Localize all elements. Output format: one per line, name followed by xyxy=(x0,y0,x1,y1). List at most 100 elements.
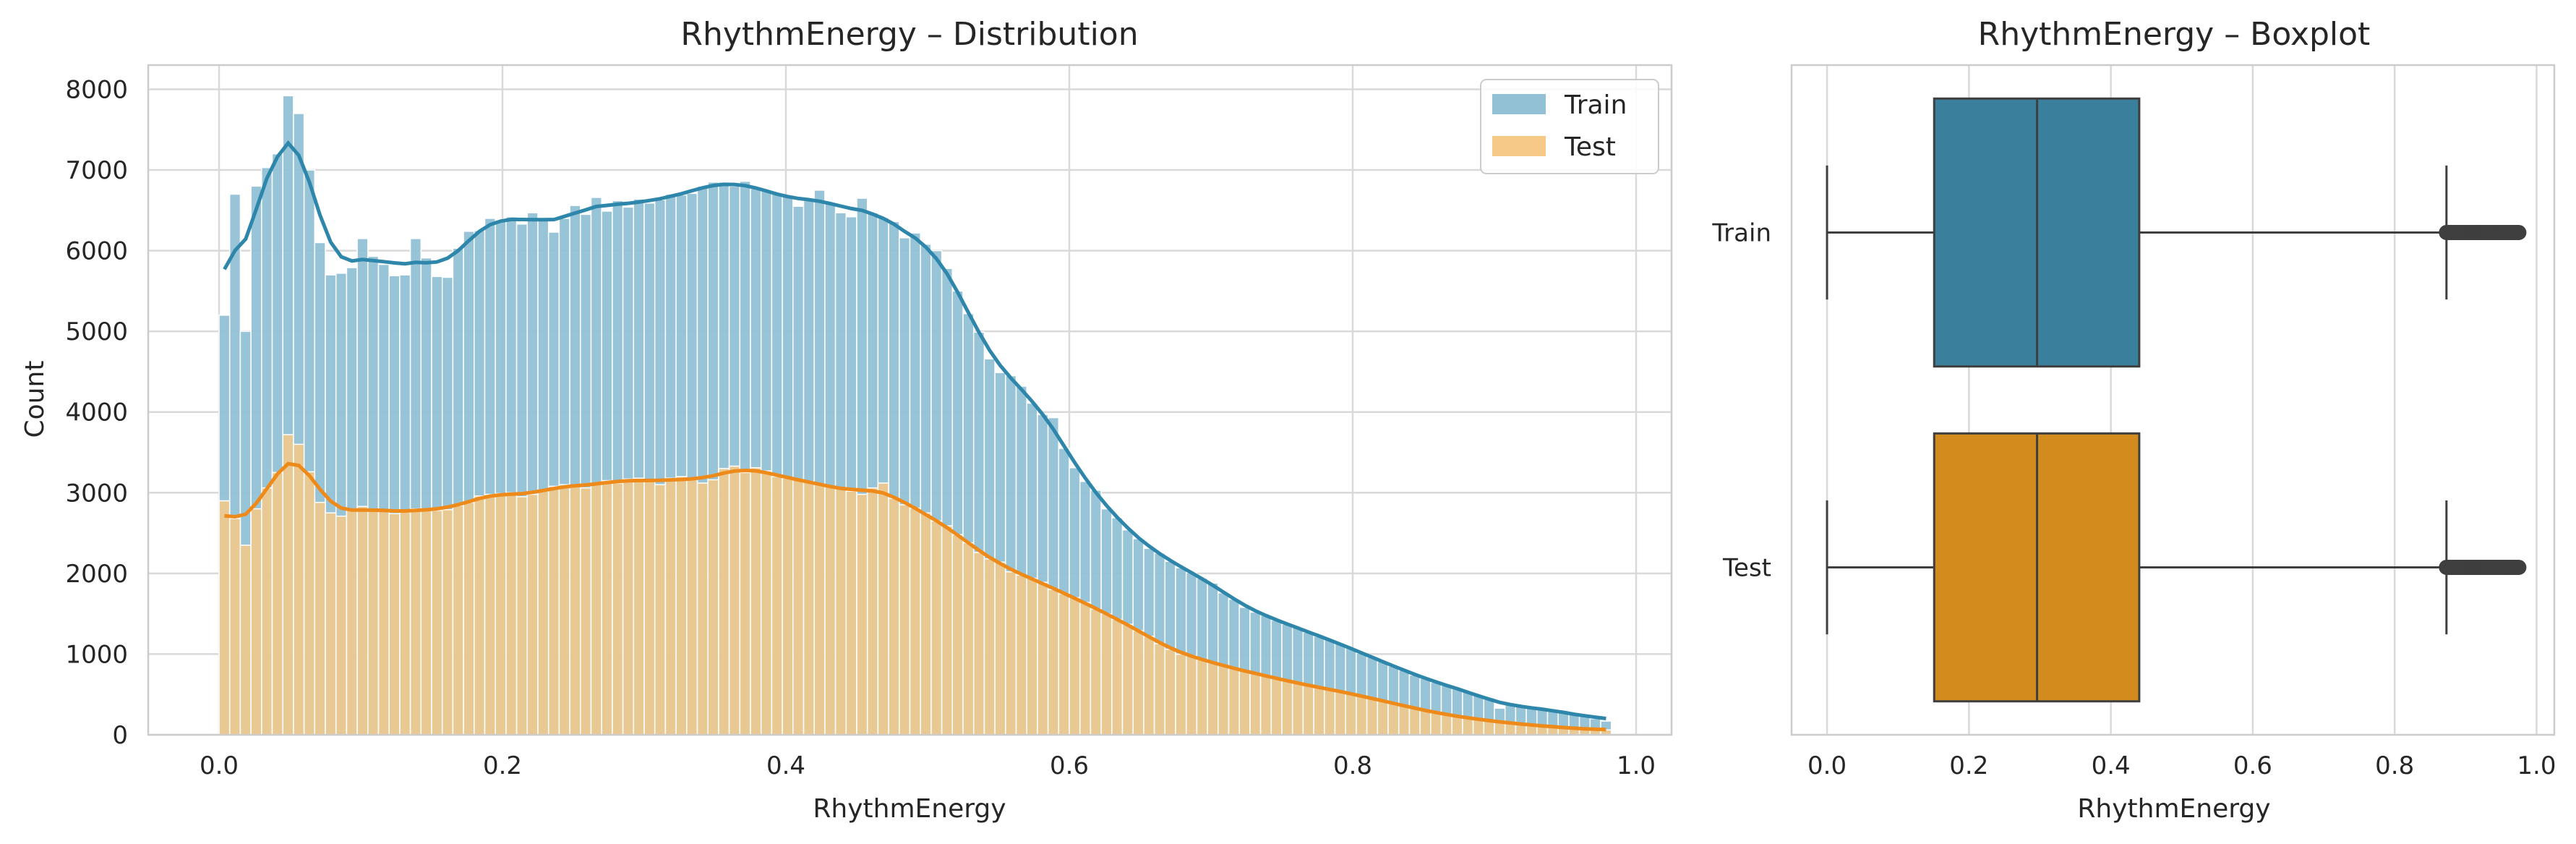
histogram-bar-test xyxy=(612,482,624,736)
histogram-bar-test xyxy=(335,515,348,736)
histogram-bar-test xyxy=(834,487,847,736)
boxplot-outliers-train xyxy=(2439,225,2527,240)
histogram-bar-test xyxy=(1451,715,1463,736)
histogram-bar-test xyxy=(1185,655,1198,736)
histogram-bar-test xyxy=(367,508,380,736)
histogram-bar-test xyxy=(909,507,921,736)
histogram-x-tick-label: 1.0 xyxy=(1617,751,1656,780)
histogram-bar-test xyxy=(696,482,709,736)
histogram-bar-test xyxy=(856,493,868,736)
histogram-bar-test xyxy=(547,485,560,736)
histogram-bar-test xyxy=(420,508,432,736)
histogram-bar-test xyxy=(664,477,677,736)
histogram-bar-test xyxy=(972,552,985,736)
legend-swatch-train xyxy=(1492,94,1546,114)
histogram-bar-test xyxy=(718,468,730,736)
histogram-bar-test xyxy=(1069,597,1081,736)
histogram-bar-test xyxy=(739,472,751,736)
histogram-axes-frame xyxy=(147,64,1673,736)
histogram-legend: Train Test xyxy=(1480,79,1659,174)
histogram-bar-test xyxy=(452,505,464,736)
histogram-bar-test xyxy=(1047,589,1060,736)
histogram-bar-test xyxy=(920,512,932,736)
histogram-bar-test xyxy=(1196,659,1208,736)
histogram-x-tick-label: 0.4 xyxy=(766,751,805,780)
histogram-bar-test xyxy=(760,470,773,736)
histogram-bar-test xyxy=(569,485,581,736)
histogram-bar-test xyxy=(1408,707,1421,736)
histogram-y-tick-label: 5000 xyxy=(65,317,128,346)
legend-label-test: Test xyxy=(1564,132,1616,162)
histogram-y-tick-label: 6000 xyxy=(65,237,128,266)
histogram-bar-test xyxy=(1175,653,1187,736)
histogram-bar-test xyxy=(633,477,645,736)
histogram-bar-test xyxy=(622,478,635,736)
histogram-bar-test xyxy=(654,484,667,736)
histogram-x-tick-label: 0.2 xyxy=(483,751,522,780)
histogram-bar-test xyxy=(1324,689,1336,736)
histogram-bar-test xyxy=(356,506,369,736)
boxplot-x-tick-label: 0.4 xyxy=(2092,751,2131,780)
boxplot-x-tick-label: 0.2 xyxy=(1949,751,1988,780)
boxplot-outlier-point xyxy=(2511,225,2527,240)
histogram-x-ticks: 0.0 0.2 0.4 0.6 0.8 1.0 xyxy=(200,751,1656,780)
histogram-bar-test xyxy=(409,508,422,736)
boxplot-x-tick-label: 1.0 xyxy=(2517,751,2556,780)
histogram-bar-test xyxy=(962,542,975,736)
histogram-bar-test xyxy=(1430,712,1442,736)
boxplot-category-label: Train xyxy=(1711,219,1771,248)
histogram-bar-test xyxy=(813,484,826,736)
histogram-bar-test xyxy=(1249,673,1262,736)
histogram-bar-test xyxy=(771,476,783,736)
histogram-bar-test xyxy=(1483,720,1495,736)
histogram-bar-test xyxy=(866,487,879,736)
histogram-bar-test xyxy=(601,479,613,736)
boxplot-outliers-test xyxy=(2439,560,2527,575)
histogram-x-tick-label: 0.8 xyxy=(1333,751,1372,780)
histogram-bar-test xyxy=(474,495,486,736)
histogram-bar-test xyxy=(228,518,241,736)
histogram-bar-test xyxy=(675,476,688,736)
histogram-bar-test xyxy=(526,493,539,736)
histogram-bar-test xyxy=(1228,668,1240,736)
histogram-bar-test xyxy=(537,490,549,736)
histogram-bar-test xyxy=(218,500,231,736)
histogram-bar-test xyxy=(845,490,857,736)
histogram-bar-test xyxy=(1398,705,1411,736)
boxplot-category-label: Test xyxy=(1722,554,1771,583)
histogram-bar-test xyxy=(941,525,954,736)
histogram-y-tick-label: 3000 xyxy=(65,479,128,508)
histogram-x-tick-label: 0.0 xyxy=(200,751,239,780)
legend-label-train: Train xyxy=(1564,90,1627,120)
histogram-bar-test xyxy=(1015,574,1027,736)
histogram-y-tick-label: 8000 xyxy=(65,75,128,104)
histogram-bar-test xyxy=(239,545,252,736)
histogram-bar-test xyxy=(1090,608,1102,736)
legend-swatch-test xyxy=(1492,136,1546,156)
histogram-bar-test xyxy=(792,479,805,736)
histogram-y-tick-label: 7000 xyxy=(65,156,128,185)
histogram-bar-test xyxy=(1153,643,1166,736)
histogram-bar-test xyxy=(1462,717,1474,736)
histogram-bar-test xyxy=(1313,686,1325,736)
histogram-bar-test xyxy=(1345,693,1357,736)
histogram-bar-test xyxy=(388,513,401,736)
histogram-bar-test xyxy=(377,510,390,736)
histogram-bar-test xyxy=(495,493,507,736)
histogram-y-tick-label: 4000 xyxy=(65,398,128,427)
histogram-y-tick-label: 0 xyxy=(112,721,128,750)
histogram-y-ticks: 0 1000 2000 3000 4000 5000 6000 7000 8000 xyxy=(65,75,128,750)
histogram-bar-test xyxy=(399,511,411,736)
histogram-x-tick-label: 0.6 xyxy=(1050,751,1089,780)
boxplot-x-tick-label: 0.6 xyxy=(2233,751,2272,780)
histogram-bar-test xyxy=(707,479,719,736)
boxplot-category-labels: Train Test xyxy=(1711,219,1771,583)
histogram-bar-test xyxy=(1281,680,1293,736)
histogram-bar-test xyxy=(1377,700,1389,736)
histogram-bar-test xyxy=(271,472,283,736)
histogram-bar-test xyxy=(1419,709,1432,736)
histogram-bar-test xyxy=(1366,698,1379,736)
histogram-bar-test xyxy=(1440,714,1452,736)
histogram-bar-test xyxy=(314,501,326,736)
histogram-bar-test xyxy=(1387,702,1400,736)
